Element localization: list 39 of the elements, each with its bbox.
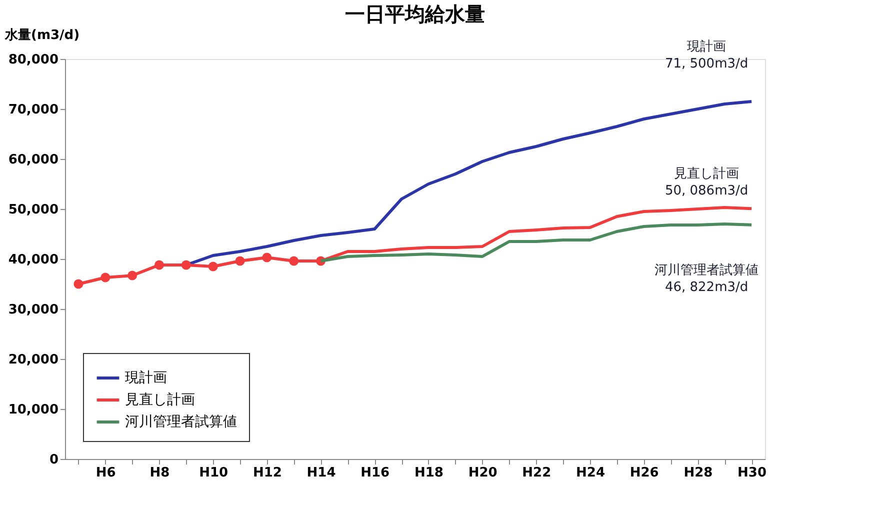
- legend-label: 現計画: [125, 370, 167, 386]
- legend-label: 河川管理者試算値: [125, 414, 237, 430]
- y-tick-label: 60,000: [8, 152, 58, 168]
- x-tick-label: H8: [150, 466, 170, 480]
- chart-title: 一日平均給水量: [345, 2, 485, 26]
- annotation: 現計画 71, 500m3/d: [664, 40, 748, 72]
- point: [181, 260, 191, 270]
- y-tick-label: 0: [49, 452, 58, 468]
- legend-label: 見直し計画: [125, 392, 195, 408]
- x-tick-label: H18: [414, 466, 444, 480]
- point: [289, 256, 299, 266]
- x-tick-label: H24: [576, 466, 605, 480]
- point: [100, 272, 110, 282]
- y-tick-label: 50,000: [8, 202, 58, 218]
- annotation: 見直し計画 50, 086m3/d: [664, 166, 748, 199]
- y-tick-label: 40,000: [8, 252, 58, 268]
- x-tick-label: H14: [306, 466, 336, 480]
- point: [128, 270, 138, 280]
- point: [74, 279, 84, 289]
- point: [154, 260, 164, 270]
- point: [235, 256, 245, 266]
- x-tick-label: H20: [468, 466, 498, 480]
- x-tick-label: H10: [199, 466, 228, 480]
- x-tick-label: H26: [630, 466, 659, 480]
- x-tick-label: H6: [96, 466, 116, 480]
- y-axis-title: 水量(m3/d): [4, 28, 80, 43]
- y-tick-label: 10,000: [8, 402, 58, 418]
- point: [208, 262, 218, 272]
- y-tick-label: 70,000: [8, 102, 58, 118]
- y-tick-label: 20,000: [8, 352, 58, 368]
- x-tick-label: H16: [360, 466, 390, 480]
- x-tick-label: H30: [738, 466, 767, 480]
- x-tick-label: H28: [684, 466, 713, 480]
- y-tick-label: 80,000: [8, 52, 58, 68]
- x-tick-label: H22: [522, 466, 552, 480]
- point: [262, 252, 272, 262]
- y-tick-label: 30,000: [8, 302, 58, 318]
- annotation: 河川管理者試算値 46, 822m3/d: [654, 262, 759, 295]
- x-tick-label: H12: [252, 466, 282, 480]
